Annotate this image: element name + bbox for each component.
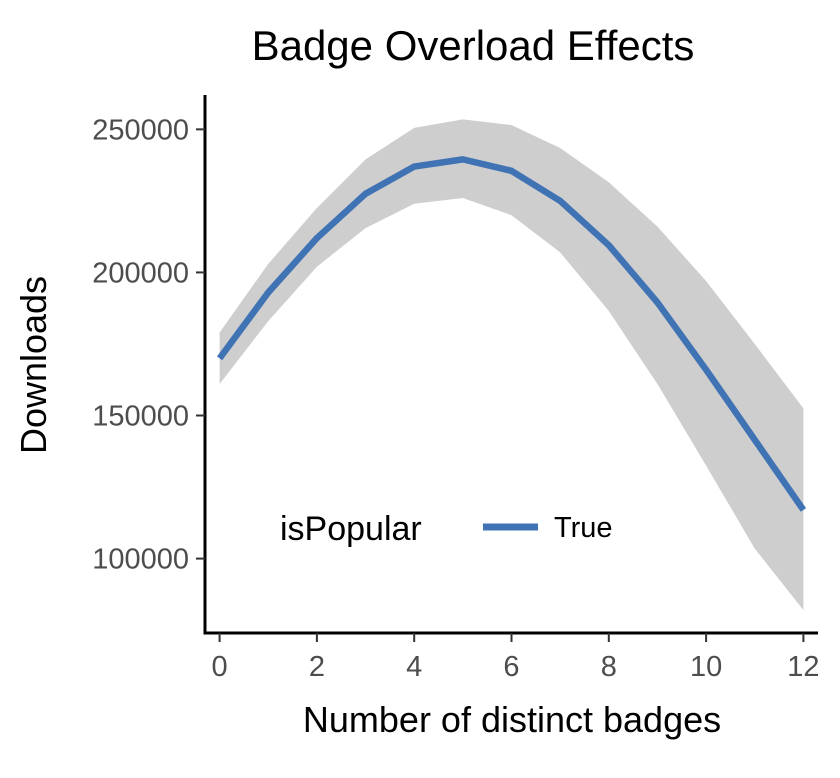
y-tick-label: 100000: [92, 544, 189, 576]
y-tick-label: 200000: [92, 257, 189, 289]
legend-title: isPopular: [280, 510, 422, 548]
y-axis-title: Downloads: [13, 276, 54, 454]
y-tick-label: 250000: [92, 114, 189, 146]
legend: isPopular True: [280, 510, 613, 548]
chart-title: Badge Overload Effects: [252, 22, 695, 69]
x-tick-label: 8: [601, 651, 617, 683]
legend-label-true: True: [554, 512, 613, 544]
x-tick-label: 2: [309, 651, 325, 683]
confidence-band: [219, 119, 804, 611]
plot-area: [216, 119, 807, 611]
x-tick-label: 4: [406, 651, 422, 683]
x-tick-label: 12: [787, 651, 819, 683]
x-tick-label: 0: [212, 651, 228, 683]
y-tick-label: 150000: [92, 401, 189, 433]
x-axis-title: Number of distinct badges: [303, 699, 721, 740]
axes: 0 2 4 6 8 10 12 100000 150000 200000 250000: [92, 95, 820, 683]
x-tick-label: 10: [690, 651, 722, 683]
x-tick-label: 6: [503, 651, 519, 683]
series-line-true: [216, 156, 807, 512]
